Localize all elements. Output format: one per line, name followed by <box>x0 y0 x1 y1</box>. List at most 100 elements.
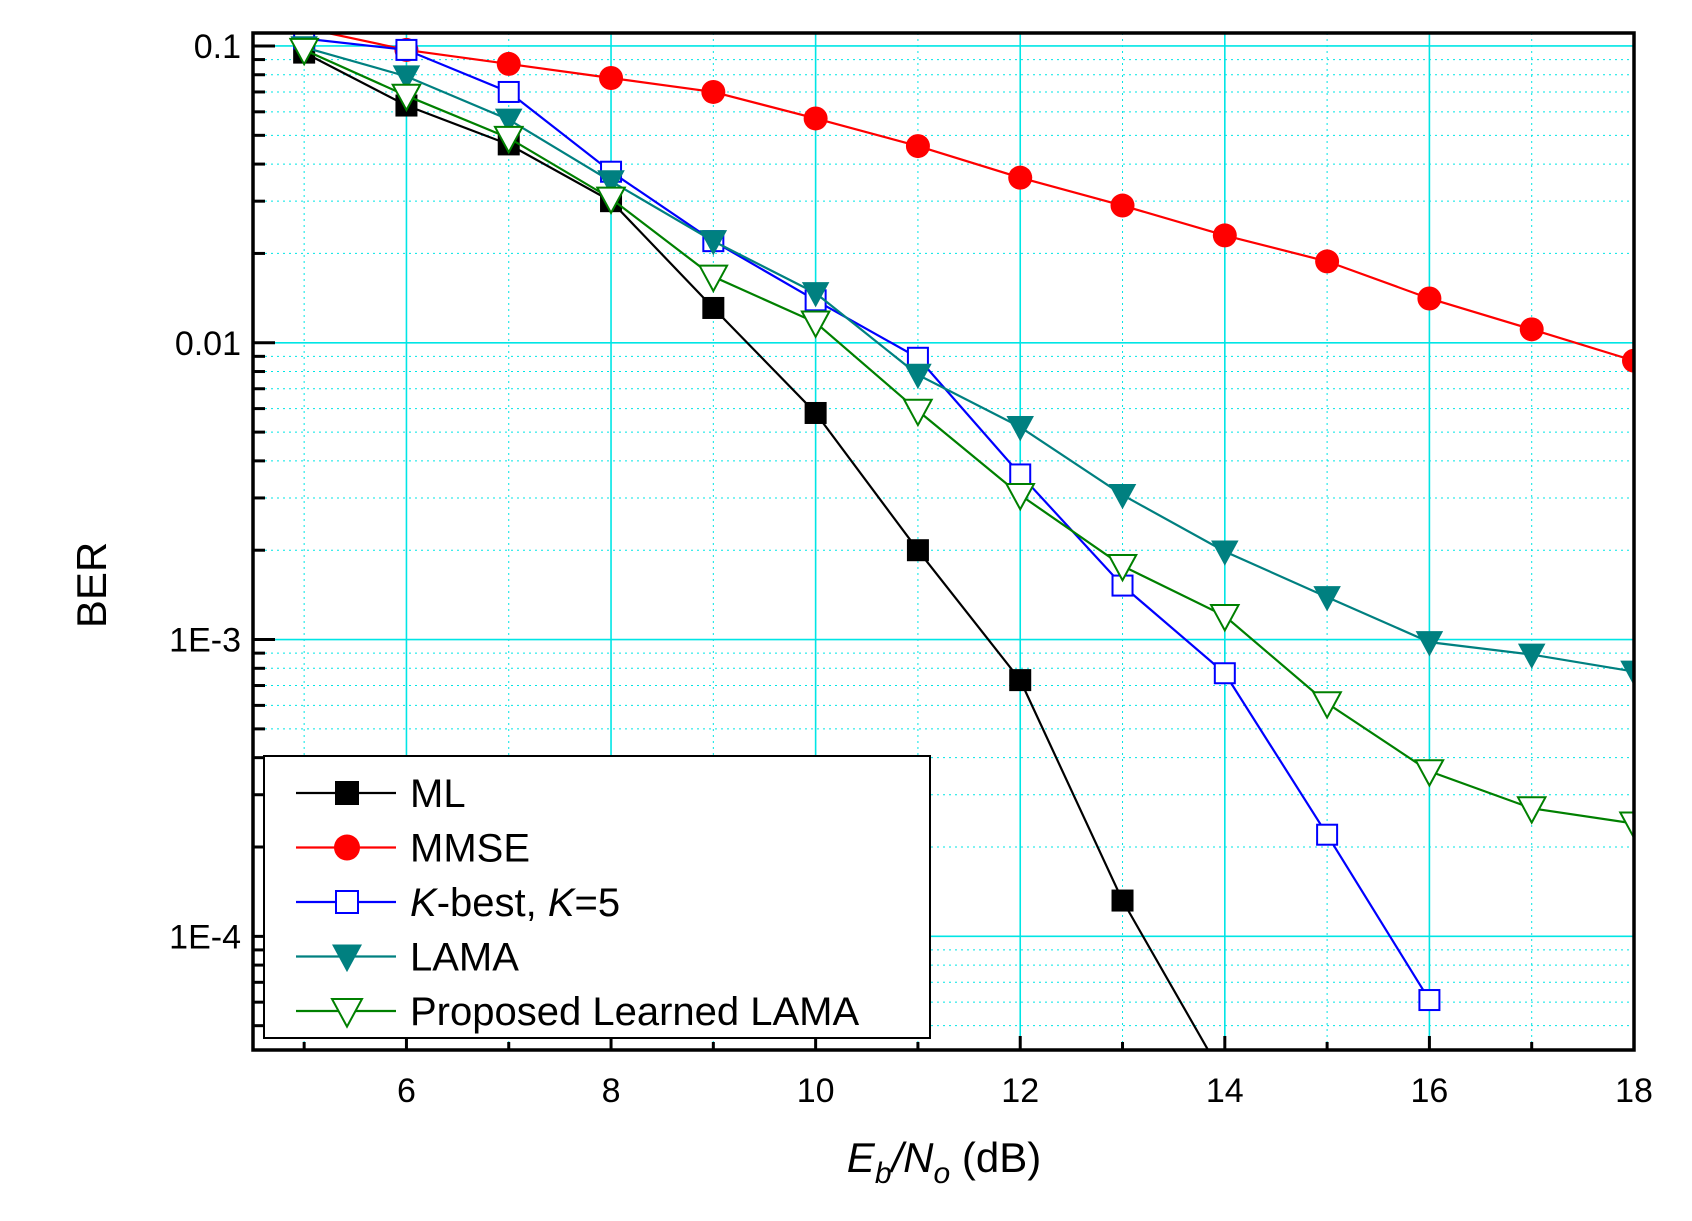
legend-label-part: =5 <box>575 881 621 925</box>
series-line <box>303 46 1634 673</box>
legend-marker <box>335 781 359 805</box>
legend-item: MMSE <box>296 827 530 871</box>
x-axis-label-part: b <box>875 1157 892 1190</box>
data-point <box>702 296 725 319</box>
data-point <box>1316 823 1339 846</box>
x-axis-label-part: /N <box>889 1134 935 1181</box>
legend-item: K-best, K=5 <box>296 881 620 925</box>
series-line <box>303 51 1210 1050</box>
legend-label-part: K <box>548 881 577 925</box>
data-point <box>1209 604 1241 633</box>
plot-frame <box>251 31 1636 1052</box>
x-tick-label: 16 <box>1410 1072 1448 1110</box>
data-point <box>699 230 728 256</box>
data-point <box>599 66 624 91</box>
data-point <box>1622 348 1634 373</box>
legend-box <box>263 755 931 1039</box>
data-point <box>392 65 421 91</box>
data-point <box>1516 796 1548 825</box>
y-tick-label: 1E-4 <box>169 918 241 956</box>
legend-label-part: MMSE <box>410 827 530 871</box>
x-tick-label: 12 <box>1001 1072 1039 1110</box>
data-point <box>1009 669 1032 692</box>
data-point <box>1315 249 1340 274</box>
data-point <box>1620 660 1634 686</box>
data-point <box>595 186 627 216</box>
x-axis-label-part: E <box>847 1134 876 1181</box>
legend-label-part: Proposed Learned LAMA <box>410 990 860 1034</box>
data-point <box>1418 989 1441 1012</box>
series-line <box>322 33 1634 362</box>
data-point <box>902 398 934 428</box>
data-point <box>804 401 827 424</box>
x-axis-label-part: (dB) <box>950 1134 1041 1181</box>
legend-label-part: ML <box>410 772 466 816</box>
series-4 <box>288 37 1634 840</box>
y-tick-label: 0.1 <box>194 28 241 66</box>
data-point <box>1517 643 1546 669</box>
legend-item: ML <box>296 772 466 816</box>
data-point <box>906 539 929 562</box>
data-point <box>905 134 930 159</box>
x-tick-label: 14 <box>1206 1072 1244 1110</box>
legend-marker <box>332 944 362 973</box>
legend-label: MMSE <box>410 827 530 871</box>
y-tick-label: 0.01 <box>175 325 241 363</box>
series-2 <box>293 33 1441 1012</box>
data-point <box>1006 416 1034 442</box>
data-point <box>803 106 828 131</box>
data-point <box>1211 540 1239 566</box>
data-point <box>1417 286 1442 311</box>
legend-label-part: -best, <box>437 881 548 925</box>
x-tick-label: 10 <box>797 1072 835 1110</box>
data-point <box>904 363 932 390</box>
series-1 <box>293 33 1634 373</box>
data-point <box>1311 691 1343 720</box>
data-point <box>1213 662 1236 685</box>
legend-marker <box>334 834 360 861</box>
legend-label: K-best, K=5 <box>410 881 620 925</box>
data-point <box>1618 811 1634 840</box>
data-point <box>1519 317 1544 342</box>
series-3 <box>290 36 1634 686</box>
data-point <box>496 51 521 76</box>
data-point <box>391 83 422 113</box>
data-point <box>697 264 729 294</box>
legend-item: LAMA <box>296 936 519 980</box>
legend-label: Proposed Learned LAMA <box>410 990 860 1034</box>
data-point <box>1413 759 1445 788</box>
data-point <box>1009 463 1032 486</box>
data-point <box>395 38 418 61</box>
data-point <box>1107 553 1138 583</box>
data-point <box>1004 482 1036 512</box>
data-point <box>1008 165 1033 190</box>
x-axis-label: Eb/No (dB) <box>847 1134 1041 1190</box>
series-group <box>288 33 1634 1050</box>
data-point <box>701 79 726 104</box>
data-point <box>1110 193 1135 218</box>
data-point <box>800 310 832 339</box>
legend-item: Proposed Learned LAMA <box>296 990 860 1034</box>
data-point <box>597 170 625 196</box>
data-point <box>494 108 523 134</box>
series-line <box>303 48 1634 825</box>
legend-label-part: K <box>410 881 439 925</box>
x-tick-label: 6 <box>397 1072 416 1110</box>
data-point <box>497 80 520 103</box>
data-point <box>493 125 525 155</box>
legend-marker <box>335 890 359 914</box>
data-point <box>801 282 830 308</box>
legend-label: ML <box>410 772 466 816</box>
legend-label-part: LAMA <box>410 936 519 980</box>
x-tick-label: 8 <box>602 1072 621 1110</box>
series-line <box>304 37 1431 1001</box>
data-point <box>1212 223 1237 248</box>
x-axis-label-part: o <box>934 1157 951 1190</box>
y-axis-label: BER <box>68 542 115 628</box>
data-point <box>1415 631 1444 657</box>
data-point <box>288 37 320 67</box>
data-point <box>1313 586 1341 612</box>
legend-label: LAMA <box>410 936 519 980</box>
